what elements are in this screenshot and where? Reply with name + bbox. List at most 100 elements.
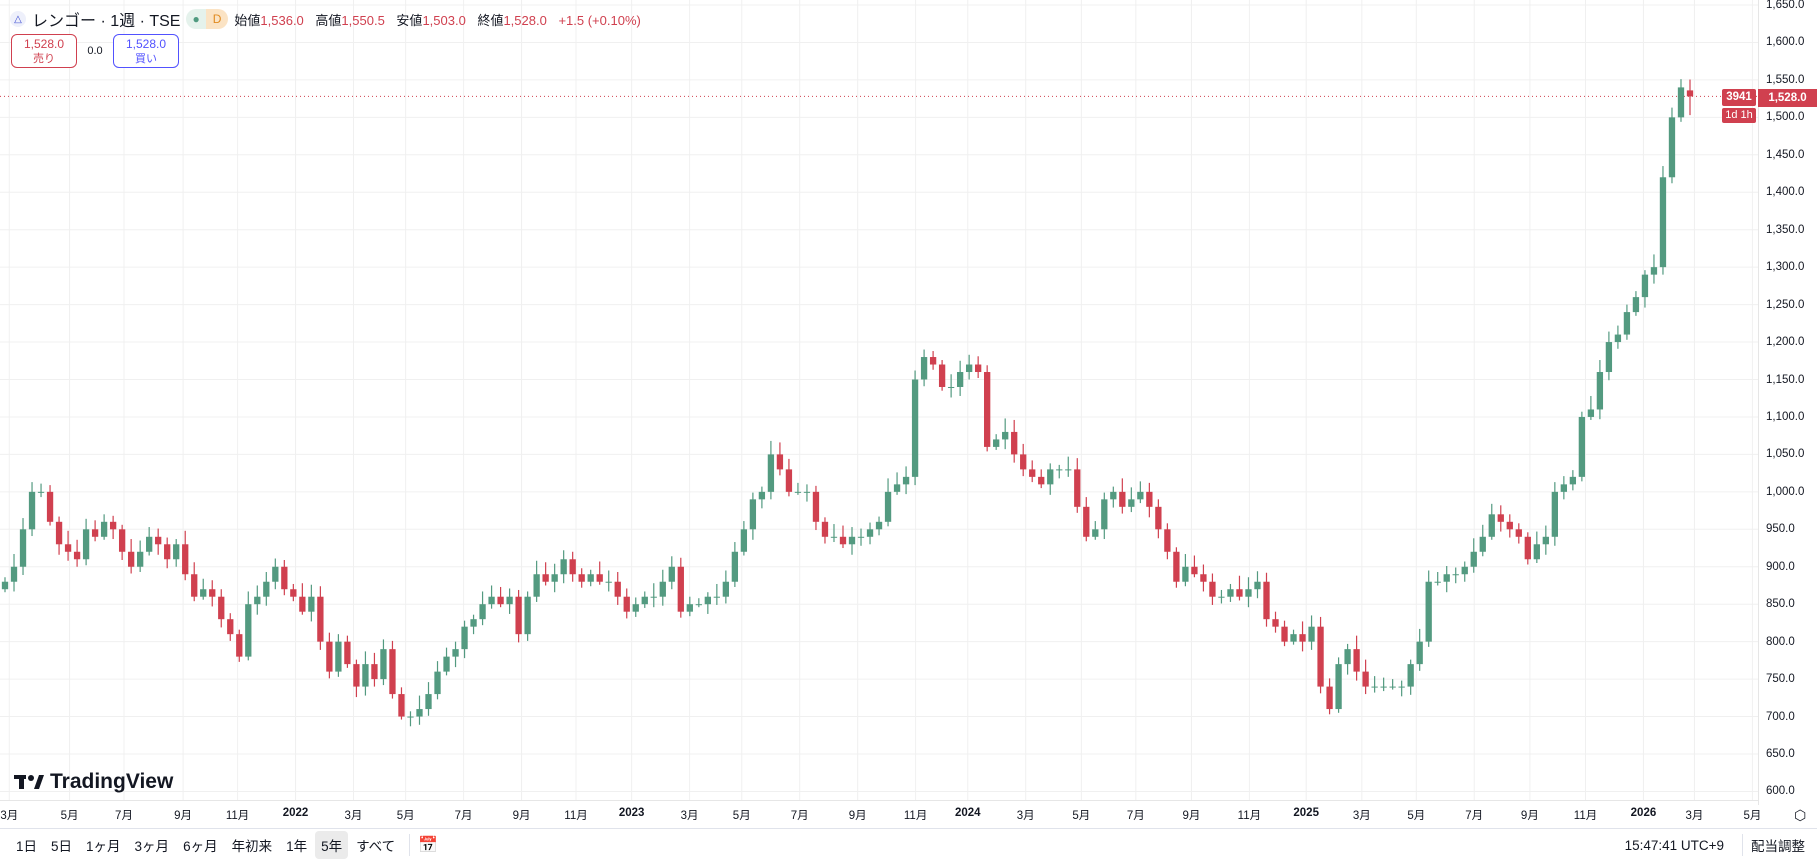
tradingview-logo[interactable]: TradingView <box>14 770 173 794</box>
candle-body <box>1263 581 1270 620</box>
time-tick-label: 2026 <box>1630 807 1657 819</box>
spread-value: 0.0 <box>87 45 103 57</box>
candle-body <box>1074 469 1081 507</box>
range-button[interactable]: すべて <box>356 839 396 854</box>
axis-settings-icon[interactable]: ⬡ <box>1794 807 1807 823</box>
close-label: 終値 <box>477 12 504 28</box>
range-button[interactable]: 5日 <box>51 839 73 854</box>
candle-body <box>830 536 838 538</box>
buy-price: 1,528.0 <box>125 37 167 51</box>
candle-body <box>893 484 901 492</box>
candle-body <box>1686 90 1694 97</box>
candle-body <box>146 536 153 552</box>
time-axis[interactable] <box>0 800 1758 828</box>
sell-price: 1,528.0 <box>23 37 65 51</box>
candle-body <box>993 439 1000 447</box>
candle-body <box>1137 491 1144 500</box>
tradingview-logo-icon <box>14 775 44 789</box>
candle-body <box>515 596 522 635</box>
time-tick-label: 11月 <box>1573 810 1598 822</box>
time-tick-label: 7月 <box>1126 810 1145 822</box>
candle-body <box>1605 342 1613 373</box>
candle-body <box>164 544 171 560</box>
candle-body <box>524 596 531 635</box>
market-status-badge[interactable]: ● D <box>186 9 229 29</box>
range-button[interactable]: 3ヶ月 <box>134 839 170 854</box>
candle-body <box>1083 506 1090 537</box>
candle-body <box>1272 619 1279 627</box>
buy-button[interactable]: 1,528.0 買い <box>113 34 179 68</box>
candle-body <box>479 604 486 620</box>
time-tick-label: 9月 <box>174 810 193 822</box>
candle-body <box>1596 372 1604 410</box>
time-tick-label: 5月 <box>1072 810 1091 822</box>
candle-body <box>272 566 279 582</box>
candle-body <box>731 551 739 582</box>
candle-body <box>1038 476 1045 485</box>
range-button[interactable]: 1年 <box>286 839 308 854</box>
candle-body <box>1227 589 1234 597</box>
time-tick-label: 2023 <box>618 807 645 819</box>
candle-body <box>596 574 603 582</box>
candle-body <box>1371 686 1378 688</box>
candle-body <box>1011 431 1018 455</box>
open-label: 始値 <box>234 12 261 28</box>
volume-tag: 3941 <box>1722 89 1756 106</box>
price-tick-label: 1,450.0 <box>1766 148 1805 161</box>
candle-body <box>965 364 973 373</box>
time-tick-label: 9月 <box>1182 810 1201 822</box>
clock-time[interactable]: 15:47:41 UTC+9 <box>1624 837 1724 853</box>
candle-body <box>812 491 820 522</box>
dividend-adjust-button[interactable]: 配当調整 <box>1751 839 1805 854</box>
candle-body <box>920 357 928 380</box>
sell-button[interactable]: 1,528.0 売り <box>11 34 77 68</box>
time-tick-label: 7月 <box>454 810 473 822</box>
candle-body <box>19 529 27 567</box>
candle-body <box>975 364 982 373</box>
range-button[interactable]: 1日 <box>16 839 38 854</box>
candle-body <box>1452 574 1459 576</box>
range-button[interactable]: 1ヶ月 <box>86 839 121 854</box>
range-button[interactable]: 6ヶ月 <box>183 839 218 854</box>
last-price-label: 1,528.0 <box>1758 89 1817 107</box>
price-chart[interactable] <box>0 0 1758 800</box>
range-button[interactable]: 年初来 <box>231 839 273 854</box>
time-tick-label: 9月 <box>848 810 867 822</box>
candle-body <box>127 551 135 567</box>
goto-date-icon[interactable]: 📅 <box>418 837 439 854</box>
time-tick-label: 3月 <box>1685 810 1704 822</box>
candle-body <box>1677 87 1685 118</box>
candle-body <box>1362 671 1369 687</box>
candle-body <box>938 364 946 387</box>
candle-body <box>641 596 648 605</box>
candle-body <box>64 544 72 552</box>
time-tick-label: 5月 <box>396 810 415 822</box>
symbol-title[interactable]: レンゴー · 1週 · TSE <box>32 13 181 30</box>
candle-body <box>28 491 36 530</box>
candle-body <box>461 626 468 650</box>
candle-body <box>290 589 297 597</box>
divider <box>1742 834 1743 856</box>
candle-body <box>1128 499 1135 507</box>
candle-body <box>578 574 585 582</box>
candle-body <box>1641 274 1649 298</box>
time-tick-label: 3月 <box>344 810 363 822</box>
price-tick-label: 1,350.0 <box>1766 223 1805 236</box>
delayed-badge: D <box>205 9 229 29</box>
candle-body <box>371 664 378 680</box>
range-button[interactable]: 5年 <box>315 831 349 859</box>
candle-body <box>1317 626 1324 687</box>
high-label: 高値 <box>315 12 342 28</box>
candle-body <box>1551 491 1558 537</box>
candle-body <box>1218 596 1225 598</box>
candle-body <box>191 574 198 597</box>
candle-body <box>1065 469 1072 471</box>
candle-body <box>1 581 9 590</box>
candle-body <box>308 596 315 612</box>
candle-body <box>488 596 495 605</box>
candle-body <box>1191 566 1198 575</box>
candle-body <box>1659 177 1667 268</box>
candle-body <box>1470 551 1477 567</box>
low-label: 安値 <box>396 12 423 28</box>
price-axis[interactable] <box>1758 0 1817 805</box>
